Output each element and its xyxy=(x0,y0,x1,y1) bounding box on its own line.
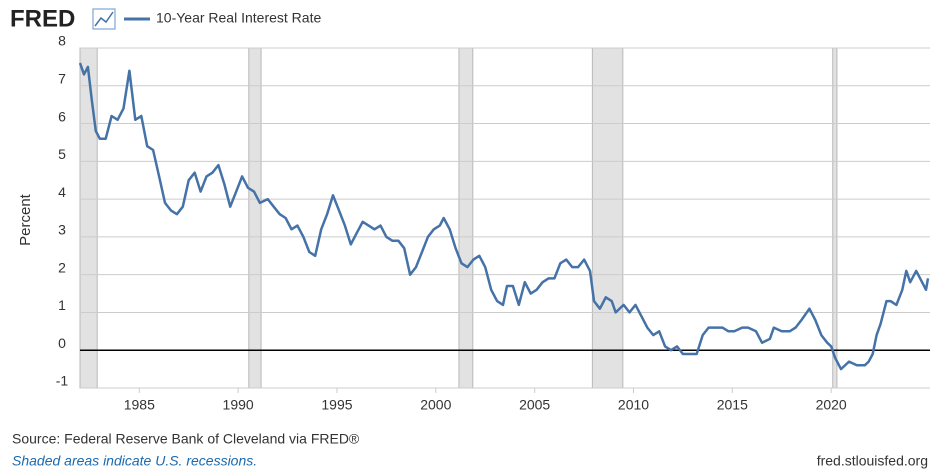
y-tick-label: 5 xyxy=(58,146,66,162)
y-tick-label: 8 xyxy=(58,33,66,49)
y-tick-label: 6 xyxy=(58,108,66,124)
y-tick-label: 7 xyxy=(58,70,66,86)
recession-band xyxy=(591,47,624,389)
y-tick-label: 2 xyxy=(58,259,66,275)
y-tick-label: 0 xyxy=(58,335,66,351)
x-tick-label: 2020 xyxy=(816,397,847,413)
logo: FRED xyxy=(10,5,75,32)
x-tick-label: 1985 xyxy=(124,397,155,413)
x-tick-label: 1990 xyxy=(223,397,254,413)
url: fred.stlouisfed.org xyxy=(817,453,928,469)
y-tick-label: 3 xyxy=(58,222,66,238)
x-tick-label: 2005 xyxy=(519,397,550,413)
source: Source: Federal Reserve Bank of Clevelan… xyxy=(12,431,360,447)
x-tick-label: 2010 xyxy=(618,397,649,413)
x-tick-label: 2000 xyxy=(420,397,451,413)
recession-note: Shaded areas indicate U.S. recessions. xyxy=(12,453,257,469)
x-tick-label: 1995 xyxy=(321,397,352,413)
y-tick-label: 1 xyxy=(58,297,66,313)
legend-label: 10-Year Real Interest Rate xyxy=(156,10,321,26)
recession-band xyxy=(79,47,98,389)
recession-band xyxy=(248,47,262,389)
x-tick-label: 2015 xyxy=(717,397,748,413)
y-tick-label: 4 xyxy=(58,184,66,200)
series-line xyxy=(78,62,930,371)
y-axis-label: Percent xyxy=(17,193,34,246)
y-tick-label: -1 xyxy=(56,373,69,389)
logo-icon xyxy=(92,8,116,30)
recession-band xyxy=(832,47,838,389)
recession-band xyxy=(458,47,474,389)
